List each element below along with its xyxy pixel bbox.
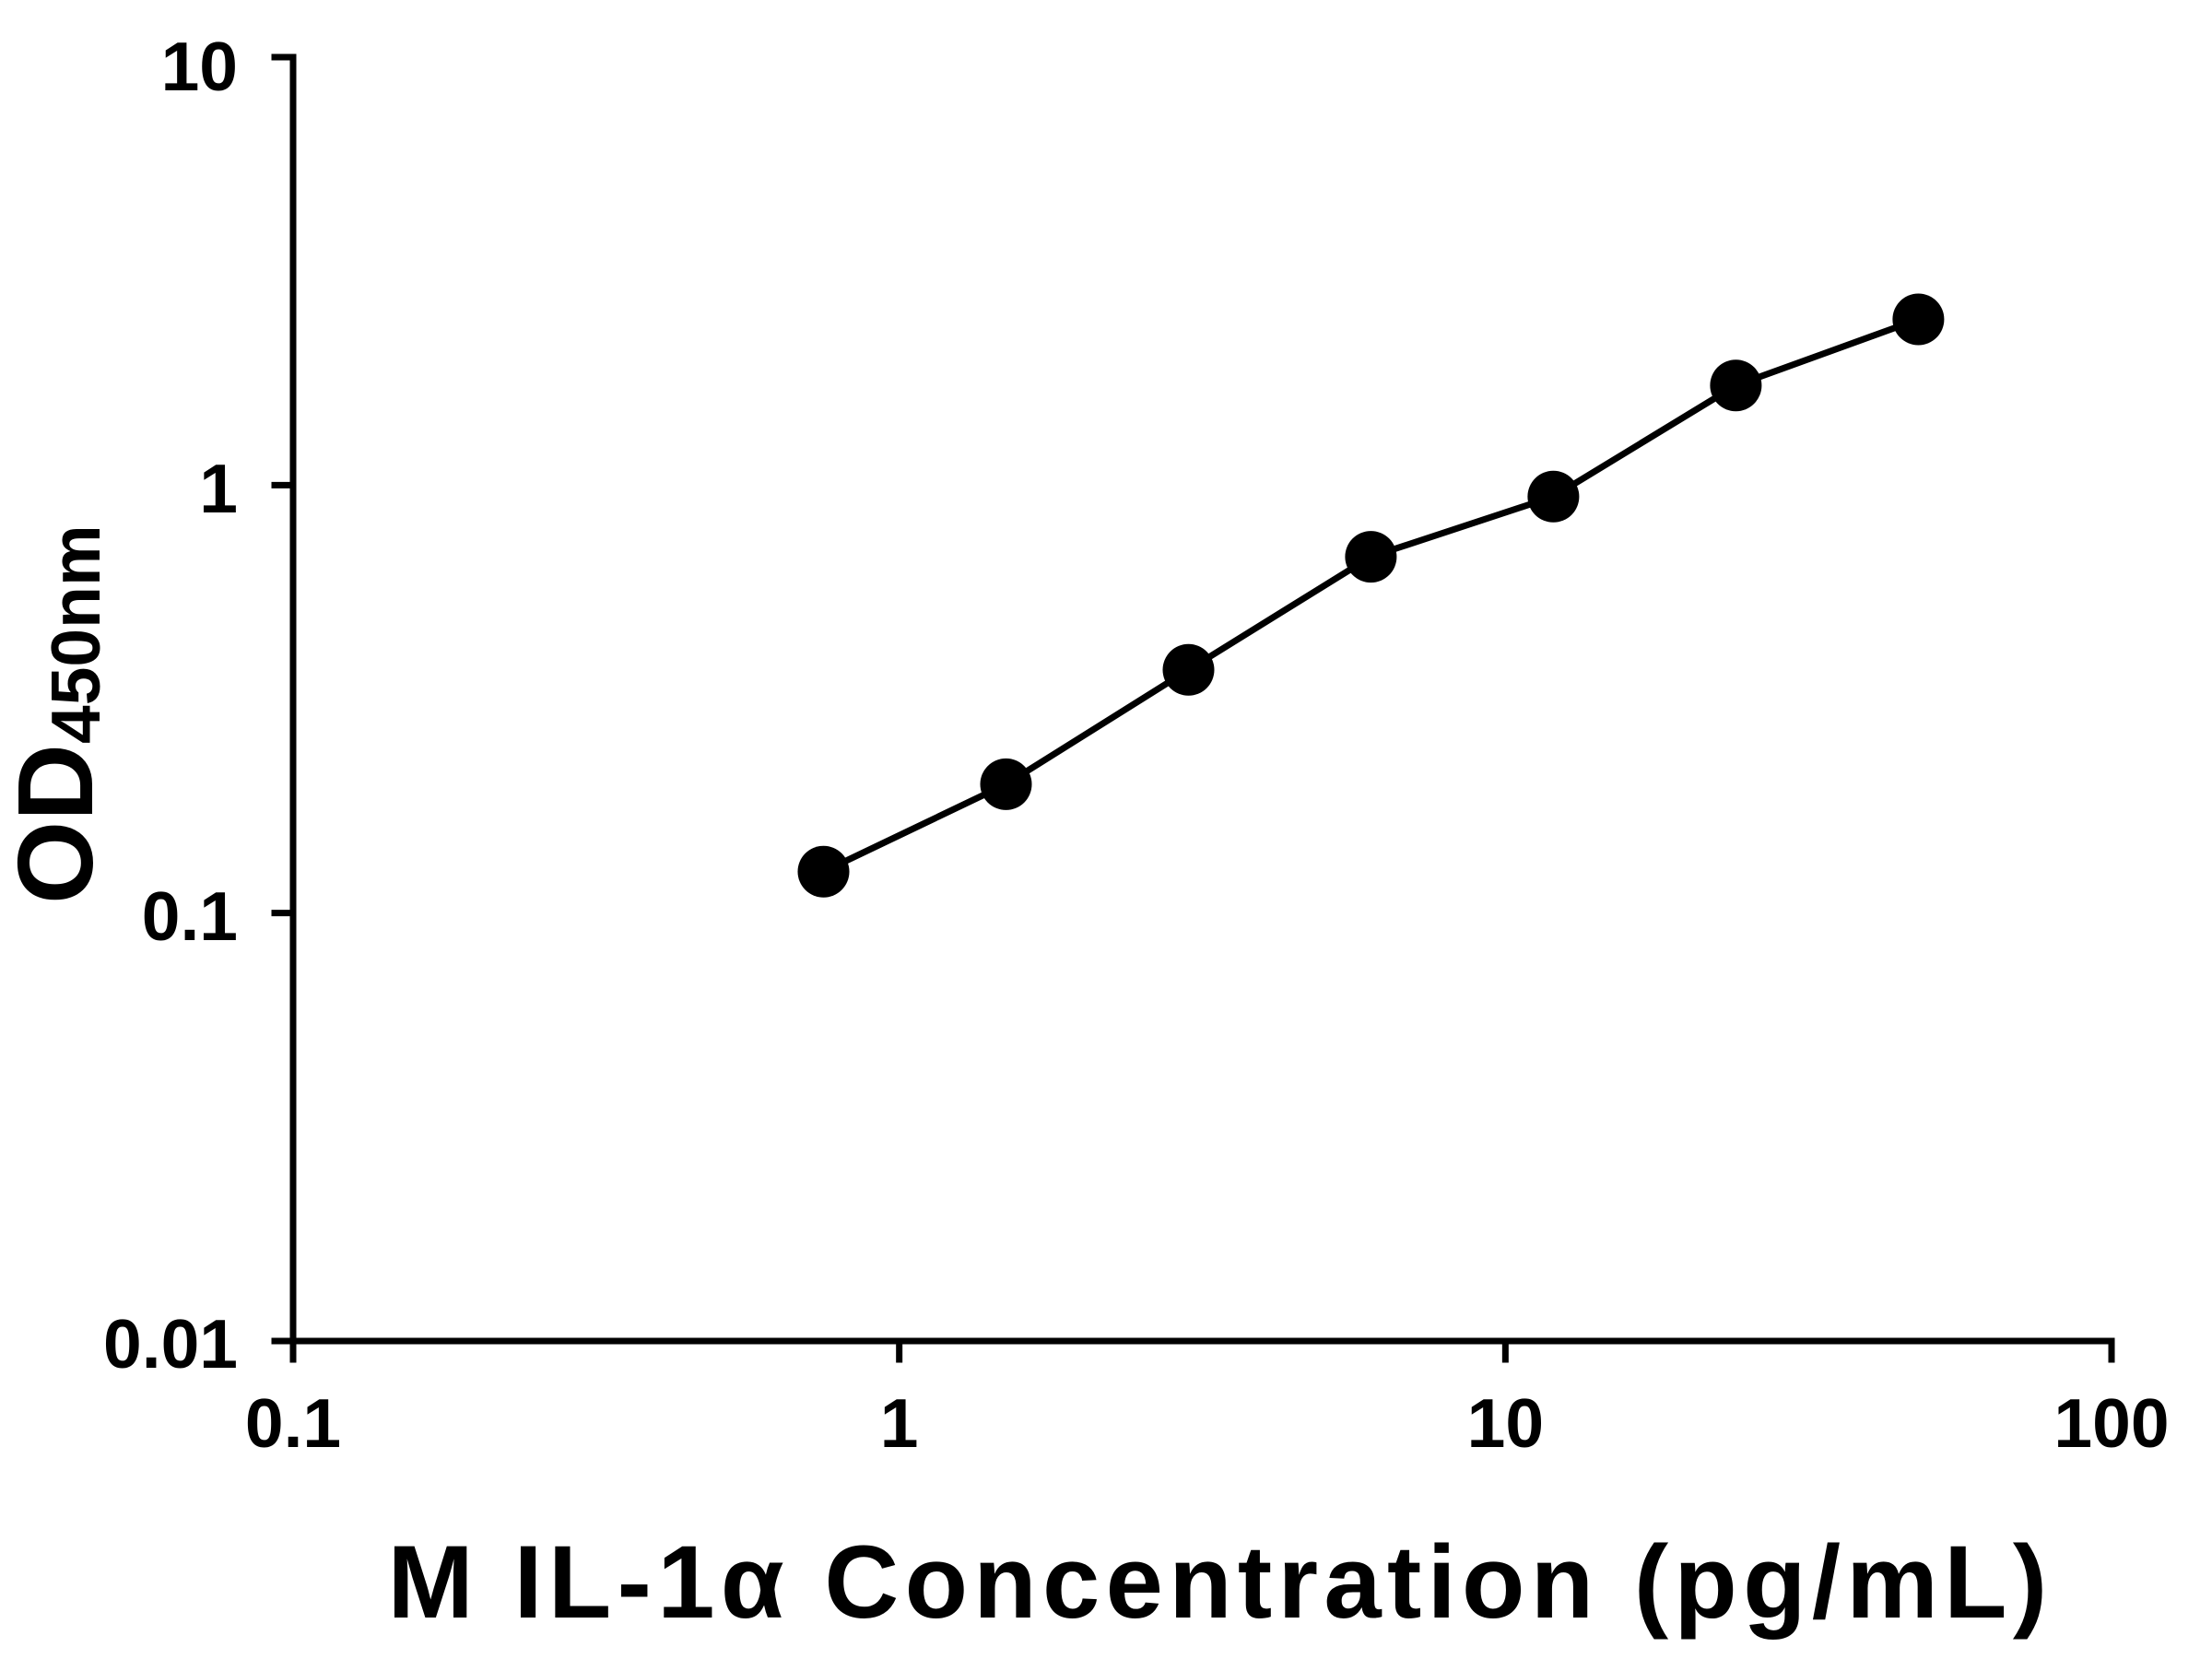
svg-text:0.01: 0.01 bbox=[103, 1305, 238, 1382]
svg-text:OD450nm: OD450nm bbox=[0, 524, 115, 904]
svg-text:10: 10 bbox=[161, 28, 238, 105]
svg-text:10: 10 bbox=[1467, 1384, 1544, 1462]
svg-text:100: 100 bbox=[2053, 1384, 2169, 1462]
svg-text:1: 1 bbox=[199, 450, 238, 527]
svg-text:M IL-1α Concentration (pg/mL): M IL-1α Concentration (pg/mL) bbox=[388, 1524, 2053, 1640]
svg-text:0.1: 0.1 bbox=[142, 877, 238, 955]
svg-text:0.1: 0.1 bbox=[245, 1384, 341, 1462]
svg-text:1: 1 bbox=[880, 1384, 919, 1462]
